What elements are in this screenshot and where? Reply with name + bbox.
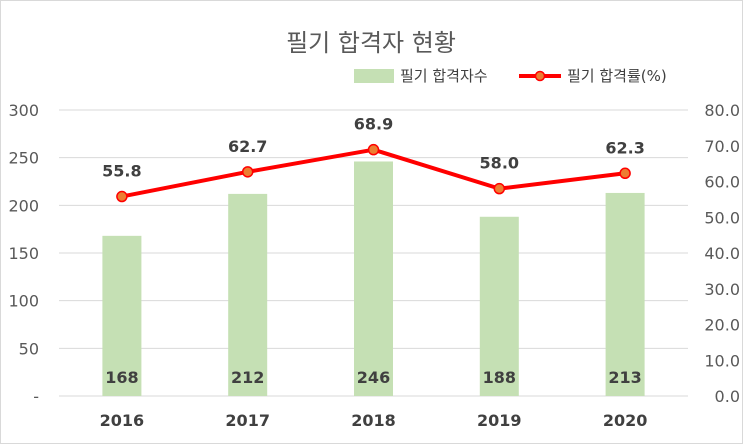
legend: 필기 합격자수 필기 합격률(%) [354,67,667,85]
chart-title: 필기 합격자 현황 [286,29,456,57]
line-data-label: 55.8 [102,162,141,181]
bar-data-labels: 168 212 246 188 213 [105,368,642,387]
bar [479,216,519,396]
bar [354,161,393,396]
right-tick-label: 20.0 [704,316,740,335]
right-tick-label: 50.0 [704,208,740,227]
bar-data-label: 168 [105,368,138,387]
bar [102,235,142,396]
x-tick-label: 2017 [225,411,270,430]
bar [228,193,268,396]
left-tick-label: 100 [8,292,39,311]
line-point [241,166,254,178]
line-point [116,190,128,203]
right-axis: 0.0 10.0 20.0 30.0 40.0 50.0 60.0 70.0 80.0 [704,101,740,406]
left-tick-label: - [33,387,39,406]
x-tick-label: 2018 [351,411,396,430]
legend-bar-label: 필기 합격자수 [400,67,488,85]
line-point [493,182,506,195]
line-data-label: 62.3 [605,138,644,157]
x-tick-label: 2016 [100,411,145,430]
legend-bar-swatch [354,69,394,83]
left-tick-label: 50 [19,339,39,358]
line-data-labels: 55.8 62.7 68.9 58.0 62.3 [102,115,645,181]
right-tick-label: 10.0 [704,351,740,370]
x-tick-label: 2020 [603,411,648,430]
left-axis: - 50 100 150 200 250 300 [8,101,39,406]
line-data-label: 68.9 [354,115,393,134]
line-data-label: 62.7 [228,137,267,156]
bar-data-label: 246 [357,368,390,387]
x-tick-label: 2019 [477,411,522,430]
bar-data-label: 212 [231,368,264,387]
line-series [116,143,631,203]
legend-line-label: 필기 합격률(%) [567,67,667,85]
bar [605,192,645,396]
left-tick-label: 200 [8,196,39,215]
left-tick-label: 300 [8,101,39,120]
line-point [619,167,631,180]
right-tick-label: 70.0 [704,137,740,156]
right-tick-label: 60.0 [704,173,740,192]
line-point [367,143,380,156]
bar-series [102,161,645,396]
left-tick-label: 150 [8,244,39,263]
right-tick-label: 0.0 [715,387,740,406]
right-tick-label: 30.0 [704,280,740,299]
bar-data-label: 188 [483,368,516,387]
bar-data-label: 213 [608,368,641,387]
left-tick-label: 250 [8,149,39,168]
right-tick-label: 40.0 [704,244,740,263]
x-axis: 2016 2017 2018 2019 2020 [100,411,648,430]
line-data-label: 58.0 [480,154,519,173]
legend-line-marker [534,70,546,82]
right-tick-label: 80.0 [704,101,740,120]
